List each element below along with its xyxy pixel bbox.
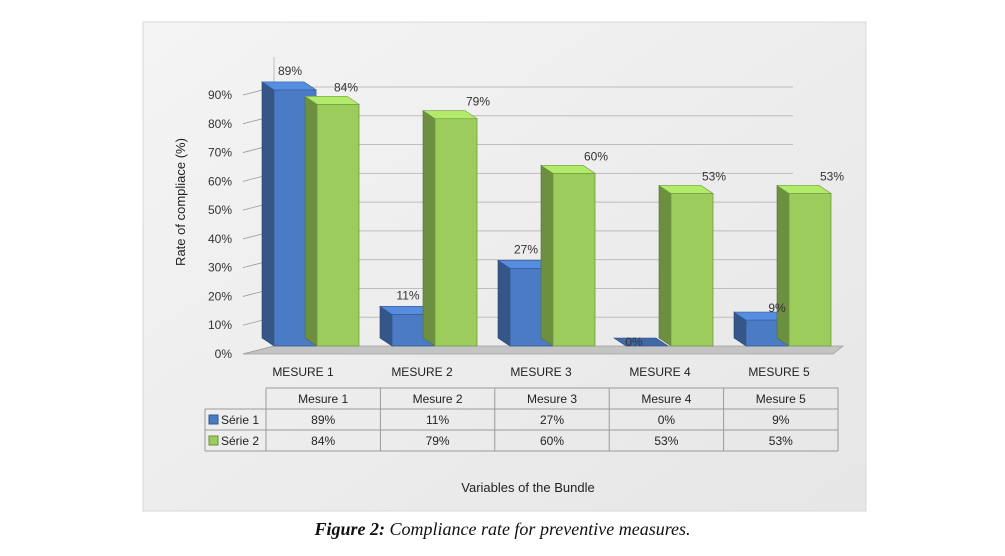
table-header-cell: Mesure 4 xyxy=(641,392,691,406)
y-tick-label: 50% xyxy=(208,203,232,217)
data-label: 79% xyxy=(466,95,490,109)
figure-caption: Figure 2: Compliance rate for preventive… xyxy=(0,519,1005,540)
table-cell: 60% xyxy=(540,434,564,448)
bar-top xyxy=(497,259,553,269)
table-cell: 27% xyxy=(540,413,564,427)
bar xyxy=(788,193,832,347)
bar xyxy=(434,118,478,347)
table-header-cell: Mesure 3 xyxy=(527,392,577,406)
bar-top xyxy=(658,185,714,194)
y-tick-label: 60% xyxy=(208,174,232,188)
x-tick-label: MESURE 5 xyxy=(748,365,810,379)
table-cell: 53% xyxy=(769,434,793,448)
data-label: 27% xyxy=(514,242,538,256)
data-label: 11% xyxy=(396,288,419,302)
y-tick-label: 30% xyxy=(208,261,232,275)
x-tick-label: MESURE 2 xyxy=(391,365,453,379)
x-tick-label: MESURE 1 xyxy=(272,365,334,379)
table-cell: 89% xyxy=(311,413,335,427)
x-tick-label: MESURE 4 xyxy=(629,365,691,379)
bar-top xyxy=(540,165,596,174)
bar-top xyxy=(776,185,832,194)
legend-swatch xyxy=(208,435,219,446)
bar xyxy=(316,103,360,347)
bar xyxy=(613,337,669,347)
table-cell: 9% xyxy=(772,413,790,427)
caption-text: Compliance rate for preventive measures. xyxy=(384,519,691,539)
chart-floor xyxy=(242,345,845,355)
x-tick-label: MESURE 3 xyxy=(510,365,572,379)
table-cell: 11% xyxy=(426,413,449,427)
chart-svg: 89% 84% 11% 79% 27% 60% 0% 53% 9% 53% 0% 10% 20% 30%… xyxy=(142,21,867,512)
data-label: 0% xyxy=(625,335,643,349)
bar xyxy=(670,193,714,347)
bar-top xyxy=(422,110,478,119)
data-label: 89% xyxy=(278,64,302,78)
table-header-cell: Mesure 2 xyxy=(413,392,463,406)
y-tick-label: 80% xyxy=(208,117,232,131)
y-tick-label: 70% xyxy=(208,146,232,160)
legend-swatch xyxy=(208,414,219,425)
y-axis-title: Rate of compliace (%) xyxy=(173,138,188,266)
table-cell: 84% xyxy=(311,434,335,448)
data-label: 53% xyxy=(820,169,844,183)
bar-side xyxy=(261,81,275,347)
bar-side xyxy=(540,164,554,347)
bar-top xyxy=(733,311,789,321)
bar-side xyxy=(658,184,672,347)
table-row-label: Série 1 xyxy=(221,413,259,427)
bar-top xyxy=(261,81,317,91)
bar-side xyxy=(422,110,436,347)
caption-label: Figure 2: xyxy=(314,519,385,539)
bar-side xyxy=(497,259,511,347)
table-cell: 0% xyxy=(658,413,676,427)
data-label: 9% xyxy=(768,301,786,315)
x-axis-title: Variables of the Bundle xyxy=(461,480,594,495)
table-cell: 79% xyxy=(426,434,450,448)
bar xyxy=(552,172,596,347)
y-tick-label: 20% xyxy=(208,289,232,303)
data-label: 60% xyxy=(584,149,608,163)
bar-top xyxy=(379,306,435,315)
y-tick-label: 90% xyxy=(208,88,232,102)
table-header-cell: Mesure 1 xyxy=(298,392,348,406)
data-label: 53% xyxy=(702,169,726,183)
y-tick-label: 0% xyxy=(215,347,233,361)
table-row-label: Série 2 xyxy=(221,434,259,448)
table-header-cell: Mesure 5 xyxy=(756,392,806,406)
y-tick-label: 10% xyxy=(208,318,232,332)
data-label: 84% xyxy=(334,80,358,94)
table-cell: 53% xyxy=(654,434,678,448)
bar-side xyxy=(304,95,318,347)
bar-top xyxy=(304,95,360,105)
y-tick-label: 40% xyxy=(208,232,232,246)
bar-side xyxy=(776,184,790,347)
